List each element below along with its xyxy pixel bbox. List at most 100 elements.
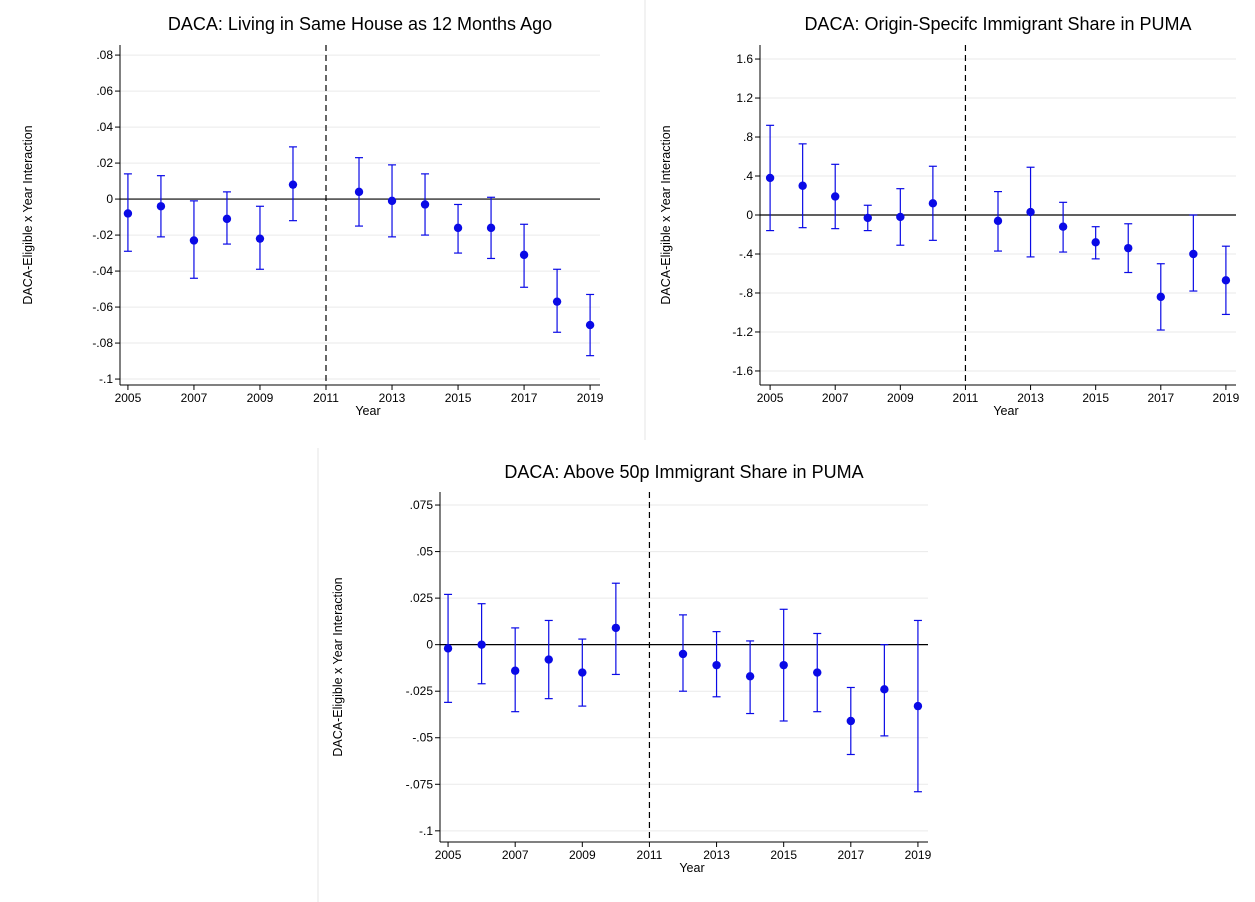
x-tick-label: 2013 (703, 848, 730, 862)
y-tick-label: -.4 (739, 247, 753, 261)
point (896, 212, 905, 222)
chart-title: DACA: Origin-Specifc Immigrant Share in … (804, 14, 1191, 34)
x-tick-label: 2015 (1082, 391, 1109, 405)
y-tick-label: 1.2 (736, 91, 753, 105)
y-tick-label: -.8 (739, 286, 753, 300)
point (156, 202, 166, 211)
point (831, 192, 840, 201)
y-tick-label: -.06 (92, 300, 113, 314)
point (552, 297, 562, 306)
y-tick-label: .4 (743, 169, 753, 183)
point (863, 213, 872, 223)
x-axis-label: Year (355, 404, 380, 418)
y-tick-label: -.075 (406, 777, 434, 791)
x-tick-label: 2007 (502, 848, 529, 862)
y-tick-label: -1.6 (732, 364, 753, 378)
y-axis-label: DACA-Eligible x Year Interaction (331, 577, 345, 756)
x-tick-label: 2015 (445, 391, 472, 405)
point (354, 187, 364, 197)
point (846, 716, 856, 726)
x-tick-label: 2013 (379, 391, 406, 405)
point (578, 668, 587, 677)
point (585, 320, 595, 330)
point (420, 200, 430, 209)
y-tick-label: .08 (96, 48, 113, 62)
x-tick-label: 2013 (1017, 391, 1044, 405)
point (1221, 276, 1231, 285)
y-axis-label: DACA-Eligible x Year Interaction (659, 125, 673, 304)
x-tick-label: 2005 (435, 848, 462, 862)
point (486, 223, 496, 233)
x-tick-label: 2005 (115, 391, 142, 405)
y-tick-label: -.02 (92, 228, 113, 242)
point (678, 649, 688, 659)
y-tick-label: -.1 (419, 824, 433, 838)
point (453, 223, 463, 233)
x-tick-label: 2017 (837, 848, 864, 862)
point (1124, 243, 1133, 253)
y-axis-label: DACA-Eligible x Year Interaction (21, 125, 35, 304)
y-tick-label: -.1 (99, 372, 113, 386)
y-tick-label: .04 (96, 120, 113, 134)
point (928, 199, 938, 208)
y-tick-label: 0 (426, 638, 433, 652)
point (123, 209, 133, 218)
x-tick-label: 2011 (637, 848, 663, 862)
point (288, 180, 298, 189)
point (880, 685, 889, 694)
chart-panel: DACA: Origin-Specifc Immigrant Share in … (659, 14, 1240, 418)
point (222, 214, 232, 224)
x-tick-label: 2015 (770, 848, 797, 862)
chart-panel: DACA: Above 50p Immigrant Share in PUMA -… (331, 462, 932, 875)
point (477, 640, 486, 649)
point (387, 196, 397, 206)
y-tick-label: -.08 (92, 336, 113, 350)
point (255, 234, 265, 243)
point (510, 666, 520, 675)
point (1091, 238, 1100, 247)
y-tick-label: -.05 (412, 731, 433, 745)
point (712, 660, 721, 670)
point (519, 250, 529, 260)
y-tick-label: 0 (106, 192, 113, 206)
y-tick-label: 1.6 (736, 52, 753, 66)
point (1156, 292, 1165, 302)
point (189, 236, 199, 245)
x-tick-label: 2009 (247, 391, 274, 405)
point (745, 672, 755, 681)
y-tick-label: .075 (410, 498, 434, 512)
point (798, 181, 807, 190)
point (779, 660, 788, 670)
y-tick-label: -.025 (406, 684, 434, 698)
point (1026, 207, 1035, 217)
chart-title: DACA: Living in Same House as 12 Months … (168, 14, 552, 34)
x-tick-label: 2017 (511, 391, 538, 405)
x-tick-label: 2007 (181, 391, 208, 405)
point (813, 668, 822, 677)
x-tick-label: 2019 (905, 848, 932, 862)
point (544, 655, 553, 664)
point (611, 623, 621, 633)
y-tick-label: 0 (746, 208, 753, 222)
x-tick-label: 2017 (1147, 391, 1174, 405)
x-tick-label: 2019 (577, 391, 604, 405)
point (443, 644, 453, 653)
x-tick-label: 2005 (757, 391, 784, 405)
x-tick-label: 2019 (1213, 391, 1240, 405)
point (913, 701, 923, 711)
chart-panel: DACA: Living in Same House as 12 Months … (21, 14, 604, 418)
point (1189, 249, 1198, 259)
y-tick-label: .8 (743, 130, 753, 144)
x-tick-label: 2007 (822, 391, 849, 405)
chart-title: DACA: Above 50p Immigrant Share in PUMA (504, 462, 863, 482)
x-axis-label: Year (993, 404, 1018, 418)
y-tick-label: -.04 (92, 264, 113, 278)
x-axis-label: Year (679, 861, 704, 875)
x-tick-label: 2009 (569, 848, 596, 862)
y-tick-label: .06 (96, 84, 113, 98)
y-tick-label: -1.2 (732, 325, 753, 339)
y-tick-label: .02 (96, 156, 113, 170)
x-tick-label: 2011 (953, 391, 979, 405)
